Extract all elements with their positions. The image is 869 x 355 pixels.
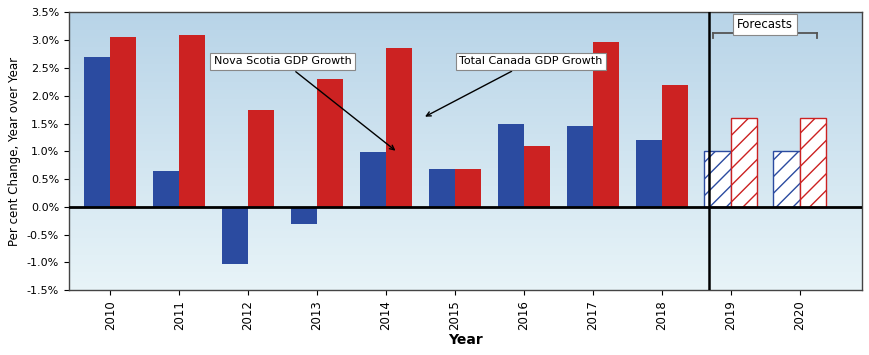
Bar bbox=[179, 34, 205, 207]
Text: Nova Scotia GDP Growth: Nova Scotia GDP Growth bbox=[214, 56, 394, 150]
X-axis label: Year: Year bbox=[448, 333, 482, 347]
Text: Forecasts: Forecasts bbox=[736, 18, 793, 31]
Bar bbox=[222, 207, 248, 264]
Bar bbox=[592, 42, 618, 207]
Bar bbox=[454, 169, 481, 207]
Bar bbox=[290, 207, 316, 224]
Bar bbox=[110, 37, 136, 207]
Bar bbox=[799, 118, 825, 207]
Bar bbox=[360, 152, 386, 207]
Bar bbox=[84, 57, 110, 207]
Bar bbox=[248, 110, 274, 207]
Bar bbox=[523, 146, 549, 207]
Bar bbox=[153, 171, 179, 207]
Bar bbox=[316, 79, 343, 207]
Bar bbox=[386, 49, 412, 207]
Bar bbox=[428, 169, 454, 207]
Bar bbox=[566, 126, 592, 207]
Bar bbox=[635, 140, 661, 207]
Bar bbox=[497, 124, 523, 207]
Bar bbox=[661, 84, 687, 207]
Text: Total Canada GDP Growth: Total Canada GDP Growth bbox=[426, 56, 601, 116]
Y-axis label: Per cent Change, Year over Year: Per cent Change, Year over Year bbox=[9, 57, 22, 246]
Bar bbox=[730, 118, 756, 207]
Bar bbox=[704, 151, 730, 207]
Bar bbox=[773, 151, 799, 207]
